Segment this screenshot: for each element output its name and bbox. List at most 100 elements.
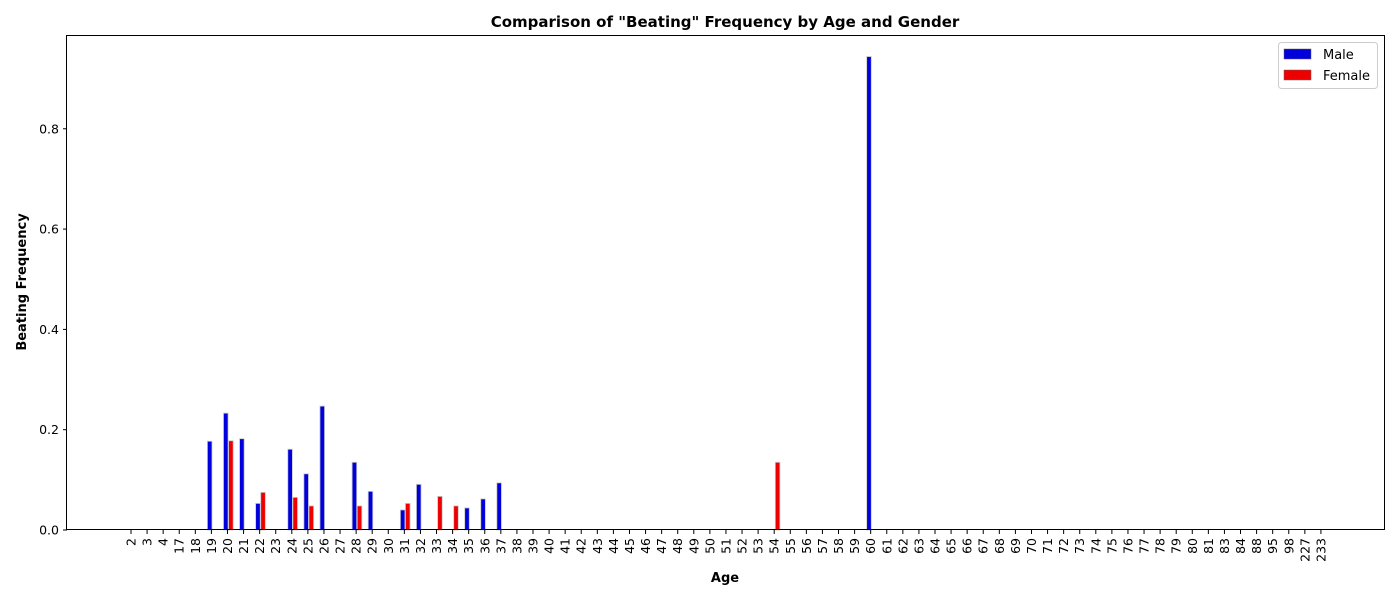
x-tick-label: 58	[831, 538, 846, 554]
bar-female-25	[308, 505, 314, 531]
x-tick-label: 2	[124, 538, 139, 546]
x-tick-label: 24	[284, 538, 299, 554]
x-tick-label: 53	[751, 538, 766, 554]
x-tick-label: 37	[493, 538, 508, 554]
x-tick-label: 22	[252, 538, 267, 554]
x-tick-label: 35	[461, 538, 476, 554]
x-tick-label: 98	[1281, 538, 1296, 554]
bar-female-34	[453, 505, 459, 531]
plot-frame	[66, 35, 1385, 530]
x-tick-label: 40	[542, 538, 557, 554]
x-tick-label: 79	[1169, 538, 1184, 554]
legend-label-male: Male	[1323, 48, 1354, 63]
x-tick-label: 17	[172, 538, 187, 554]
x-tick-label: 51	[718, 538, 733, 554]
x-tick-label: 42	[574, 538, 589, 554]
y-tick-label: 0.2	[39, 422, 59, 437]
x-tick-label: 73	[1072, 538, 1087, 554]
x-tick-label: 77	[1137, 538, 1152, 554]
bar-male-25	[303, 473, 309, 531]
x-tick-label: 48	[670, 538, 685, 554]
x-tick-label: 28	[349, 538, 364, 554]
x-tick-label: 83	[1217, 538, 1232, 554]
x-tick-label: 78	[1153, 538, 1168, 554]
x-tick-label: 233	[1313, 538, 1328, 562]
x-tick-label: 227	[1297, 538, 1312, 562]
x-tick-label: 25	[300, 538, 315, 554]
y-tick-label: 0.4	[39, 322, 59, 337]
x-tick-label: 95	[1265, 538, 1280, 554]
x-tick-label: 49	[686, 538, 701, 554]
bar-male-29	[367, 490, 374, 531]
x-tick-label: 41	[558, 538, 573, 554]
x-tick-label: 46	[638, 538, 653, 554]
bars-layer	[206, 56, 872, 531]
bar-male-26	[319, 405, 325, 531]
x-axis: 2 3 4 17 18 19 20 21 22 23 24 25 26 27 28 29 30 31 32 33 34 3…	[124, 530, 1328, 562]
x-tick-label: 84	[1233, 538, 1248, 554]
x-tick-label: 70	[1024, 538, 1039, 554]
x-tick-label: 29	[365, 538, 380, 554]
x-tick-label: 4	[156, 538, 171, 546]
x-tick-label: 88	[1249, 538, 1264, 554]
bar-male-35	[464, 507, 470, 531]
x-tick-label: 23	[268, 538, 283, 554]
bar-male-31	[399, 509, 406, 531]
x-tick-label: 31	[397, 538, 412, 554]
x-tick-label: 52	[735, 538, 750, 554]
x-tick-label: 69	[1008, 538, 1023, 554]
y-axis-label: Beating Frequency	[15, 213, 30, 351]
x-tick-label: 44	[606, 538, 621, 554]
chart-title: Comparison of "Beating" Frequency by Age…	[491, 13, 960, 31]
x-tick-label: 32	[413, 538, 428, 554]
x-tick-label: 80	[1185, 538, 1200, 554]
x-tick-label: 19	[204, 538, 219, 554]
x-tick-label: 74	[1088, 538, 1103, 554]
x-tick-label: 54	[767, 538, 782, 554]
legend-swatch-male	[1283, 48, 1312, 60]
x-tick-label: 50	[702, 538, 717, 554]
x-tick-label: 55	[783, 538, 798, 554]
x-tick-label: 63	[911, 538, 926, 554]
x-tick-label: 68	[992, 538, 1007, 554]
x-tick-label: 76	[1120, 538, 1135, 554]
x-tick-label: 65	[944, 538, 959, 554]
bar-male-20	[223, 412, 229, 531]
bar-female-22	[260, 491, 266, 531]
x-tick-label: 43	[590, 538, 605, 554]
bar-male-36	[480, 498, 486, 531]
x-tick-label: 56	[799, 538, 814, 554]
x-tick-label: 72	[1056, 538, 1071, 554]
x-tick-label: 30	[381, 538, 396, 554]
bar-male-32	[416, 483, 422, 531]
bar-male-22	[255, 503, 261, 531]
bar-male-37	[496, 482, 502, 531]
x-tick-label: 67	[976, 538, 991, 554]
bar-male-19	[206, 440, 213, 531]
x-axis-label: Age	[711, 571, 739, 586]
x-tick-label: 47	[654, 538, 669, 554]
x-tick-label: 36	[477, 538, 492, 554]
bar-female-54	[774, 461, 781, 531]
legend: Male Female	[1278, 42, 1378, 89]
y-axis: 0.0 0.2 0.4 0.6 0.8	[39, 121, 67, 538]
legend-swatch-female	[1283, 69, 1312, 81]
bar-male-28	[351, 461, 358, 531]
legend-label-female: Female	[1323, 69, 1370, 84]
x-tick-label: 18	[188, 538, 203, 554]
bar-male-24	[287, 448, 293, 531]
x-tick-label: 62	[895, 538, 910, 554]
bar-female-33	[437, 495, 443, 531]
bar-female-28	[356, 505, 363, 531]
x-tick-label: 34	[445, 538, 460, 554]
x-tick-label: 39	[526, 538, 541, 554]
x-tick-label: 27	[333, 538, 348, 554]
x-tick-label: 75	[1104, 538, 1119, 554]
x-tick-label: 3	[140, 538, 155, 546]
bar-male-60	[866, 56, 872, 531]
x-tick-label: 66	[960, 538, 975, 554]
x-tick-label: 81	[1201, 538, 1216, 554]
x-tick-label: 26	[316, 538, 331, 554]
x-tick-label: 61	[879, 538, 894, 554]
